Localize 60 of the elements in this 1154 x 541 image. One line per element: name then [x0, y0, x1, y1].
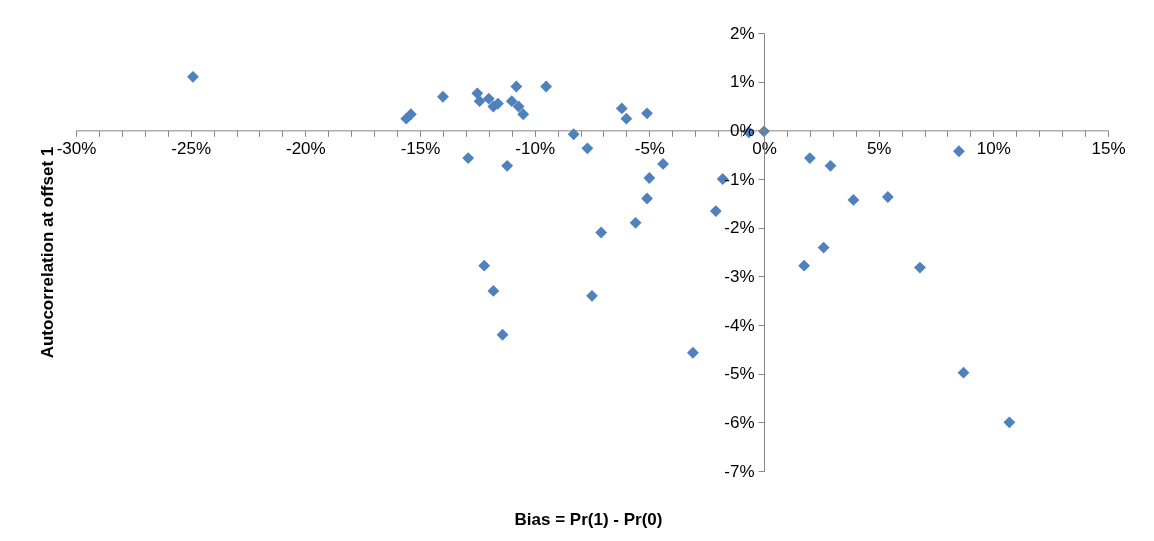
point — [437, 90, 449, 103]
point — [629, 216, 642, 229]
point — [512, 100, 525, 113]
point — [586, 289, 598, 302]
point — [581, 142, 594, 155]
y-tick-label: 2% — [729, 23, 755, 43]
point — [798, 259, 811, 272]
x-tick-label: -20% — [285, 138, 326, 158]
x-tick-label: -25% — [171, 138, 212, 158]
x-tick-label: 5% — [866, 138, 892, 158]
point — [595, 226, 608, 239]
y-axis-title: Autocorrelation at offset 1 — [37, 146, 57, 359]
point — [478, 259, 491, 272]
x-tick-label: -10% — [515, 138, 556, 158]
y-tick-label: -6% — [724, 412, 755, 432]
point — [953, 145, 965, 158]
point — [803, 152, 816, 164]
point — [187, 70, 199, 83]
y-tick-label: -7% — [724, 461, 755, 481]
point — [482, 92, 495, 105]
point — [847, 194, 860, 206]
point — [501, 159, 514, 172]
y-tick-label: -4% — [724, 315, 755, 335]
x-tick-label: 10% — [976, 138, 1011, 158]
y-tick-label: -2% — [724, 218, 755, 238]
x-tick-label: 15% — [1091, 138, 1126, 158]
x-tick-label: -15% — [400, 138, 441, 158]
point — [657, 158, 670, 170]
point — [487, 285, 500, 297]
point — [641, 192, 653, 205]
point — [404, 108, 417, 121]
point — [567, 128, 580, 141]
point — [709, 205, 722, 218]
x-axis-title: Bias = Pr(1) - Pr(0) — [514, 509, 663, 529]
point — [824, 159, 837, 172]
y-tick-label: 0% — [729, 120, 755, 140]
point — [686, 346, 699, 359]
y-tick-label: -3% — [724, 266, 755, 286]
point — [540, 80, 553, 93]
point — [641, 107, 653, 120]
point — [496, 328, 509, 341]
point — [957, 366, 970, 379]
point — [1003, 416, 1016, 429]
point — [643, 172, 656, 184]
point — [510, 80, 523, 93]
point — [881, 191, 894, 203]
point — [505, 95, 518, 108]
x-tick-label: 0% — [752, 138, 777, 158]
point — [615, 102, 628, 115]
x-tick-label: -5% — [634, 138, 665, 158]
point — [817, 241, 830, 254]
point — [517, 108, 530, 121]
point — [914, 261, 926, 274]
x-tick-label: -30% — [56, 138, 97, 158]
y-tick-label: 1% — [729, 72, 755, 92]
point — [473, 95, 486, 108]
y-tick-label: -5% — [724, 364, 755, 384]
point — [462, 152, 475, 164]
y-tick-label: -1% — [724, 169, 755, 189]
point — [620, 112, 633, 125]
